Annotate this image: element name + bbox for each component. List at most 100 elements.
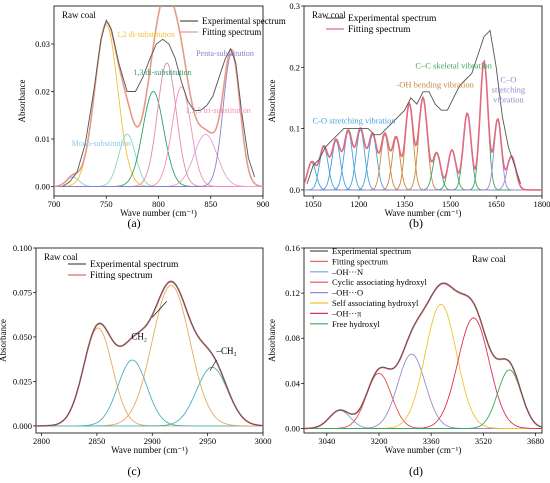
band-annotation: stretching xyxy=(492,85,526,95)
y-axis-label: Absorbance xyxy=(0,319,8,362)
y-tick-label: 0.075 xyxy=(13,287,32,297)
panel-label: (a) xyxy=(127,216,140,230)
x-tick-label: 1200 xyxy=(350,199,367,209)
legend-entry: Fitting spectrum xyxy=(90,271,153,281)
y-tick-label: 0.000 xyxy=(13,421,32,431)
legend-entry: Free hydroxyl xyxy=(332,319,381,329)
x-tick-label: 1350 xyxy=(396,199,413,209)
fitted-peak-5 xyxy=(304,317,542,429)
legend-entry: Self associating hydroxyl xyxy=(332,298,419,308)
x-tick-label: 800 xyxy=(152,199,165,209)
legend-entry: Experimental spectrum xyxy=(202,16,286,26)
label-pointer xyxy=(209,359,217,371)
x-tick-label: 3520 xyxy=(475,436,492,446)
y-tick-label: 0.3 xyxy=(289,1,300,11)
x-tick-label: 700 xyxy=(48,199,61,209)
x-tick-label: 3680 xyxy=(527,436,544,446)
y-tick-label: 0.03 xyxy=(35,39,50,49)
raw-coal-annotation: Raw coal xyxy=(44,252,78,262)
group-label: –CH₃ xyxy=(215,346,236,356)
legend-entry: Experimental spectrum xyxy=(90,260,179,270)
panel-c: 2800 2850 2900 2950 3000 0.000 0.025 0.050 0.075… xyxy=(0,243,272,455)
fitting-spectrum-line xyxy=(54,6,263,188)
plot-area xyxy=(304,29,542,191)
band-annotation: -OH bending vibration xyxy=(396,80,474,90)
fitting-spectrum-line xyxy=(304,59,542,191)
experimental-spectrum-line xyxy=(304,282,542,429)
legend-entry: Fitting spectrum xyxy=(348,25,411,35)
experimental-spectrum-line xyxy=(62,19,256,187)
x-axis-label: Wave number (cm⁻¹) xyxy=(385,208,462,218)
x-tick-label: 2900 xyxy=(144,436,161,446)
legend-entry: Fitting spectrum xyxy=(332,256,388,266)
band-annotation: C-O stretching vibration xyxy=(313,116,397,126)
experimental-spectrum-line xyxy=(306,29,522,184)
x-tick-label: 1050 xyxy=(305,199,322,209)
peak-annotation: 1,3,5 tri-substitution xyxy=(186,106,251,115)
peak-annotation: 1,2 di-substitution xyxy=(117,30,175,39)
x-tick-label: 3200 xyxy=(370,436,387,446)
legend-entry: –OH···π xyxy=(331,308,362,318)
fitted-peak-8 xyxy=(54,52,263,187)
x-tick-label: 3000 xyxy=(255,436,272,446)
x-tick-label: 750 xyxy=(100,199,113,209)
label-pointer xyxy=(152,301,167,318)
x-tick-label: 3040 xyxy=(318,436,335,446)
x-tick-label: 2850 xyxy=(88,436,105,446)
x-tick-label: 850 xyxy=(204,199,217,209)
raw-coal-annotation: Raw coal xyxy=(62,10,96,20)
x-tick-label: 2800 xyxy=(33,436,50,446)
band-annotation: vibration xyxy=(493,95,524,105)
fitted-peak-10 xyxy=(304,96,542,191)
legend-entry: Cyclic associating hydroxyl xyxy=(332,277,428,287)
y-axis-label: Absorbance xyxy=(267,319,277,362)
panel-label: (b) xyxy=(409,216,423,230)
plot-frame xyxy=(35,247,264,434)
y-tick-label: 0.04 xyxy=(285,378,301,388)
x-axis-label: Wave number (cm⁻¹) xyxy=(120,208,197,218)
y-tick-label: 0.2 xyxy=(289,62,300,72)
peak-annotation: Penta-substitution xyxy=(196,49,254,58)
x-tick-label: 1800 xyxy=(534,199,550,209)
band-annotation: C–O xyxy=(500,75,516,85)
fitted-peak-5 xyxy=(54,62,263,187)
fitted-peak-2 xyxy=(304,372,542,429)
panel-label: (d) xyxy=(409,464,423,478)
legend-entry: Fitting spectrum xyxy=(202,27,261,37)
legend-entry: Experimental spectrum xyxy=(332,246,411,256)
fitted-peak-1 xyxy=(304,409,542,429)
experimental-spectrum-line xyxy=(36,280,263,427)
legend-entry: Experimental spectrum xyxy=(348,14,437,24)
x-axis-label: Wave number (cm⁻¹) xyxy=(385,445,462,455)
x-axis-label: Wave number (cm⁻¹) xyxy=(111,445,188,455)
y-tick-label: 0.00 xyxy=(35,182,50,192)
raw-coal-annotation: Raw coal xyxy=(312,10,346,20)
y-tick-label: 0.02 xyxy=(35,87,50,97)
peak-annotation: Mono-substitution xyxy=(72,139,131,148)
y-tick-label: 0.1 xyxy=(289,124,300,134)
y-axis-label: Absorbance xyxy=(17,80,27,123)
panel-label: (c) xyxy=(127,464,140,478)
x-tick-label: 1650 xyxy=(488,199,505,209)
fitted-peak-4 xyxy=(36,366,263,427)
y-tick-label: 0.025 xyxy=(13,376,32,386)
legend-entry: –OH···N xyxy=(331,267,363,277)
band-annotation: C–C skeletal vibration xyxy=(415,61,492,71)
raw-coal-annotation: Raw coal xyxy=(472,254,506,264)
plot-frame xyxy=(303,247,543,434)
plot-frame xyxy=(303,5,543,197)
x-tick-label: 900 xyxy=(257,199,270,209)
y-axis-label: Absorbance xyxy=(267,80,277,123)
legend-entry: –OH···O xyxy=(331,288,363,298)
y-tick-label: 0.12 xyxy=(285,288,300,298)
peak-annotation: 1,3 di-substitution xyxy=(133,68,191,77)
fitted-peak-4 xyxy=(304,131,542,191)
fitted-peak-16 xyxy=(304,155,542,191)
plot-area xyxy=(304,282,542,430)
x-tick-label: 3360 xyxy=(423,436,440,446)
group-label: CH₂ xyxy=(131,332,147,342)
x-tick-label: 2950 xyxy=(199,436,216,446)
y-tick-label: 0.100 xyxy=(13,243,32,253)
y-tick-label: 0.050 xyxy=(13,332,32,342)
